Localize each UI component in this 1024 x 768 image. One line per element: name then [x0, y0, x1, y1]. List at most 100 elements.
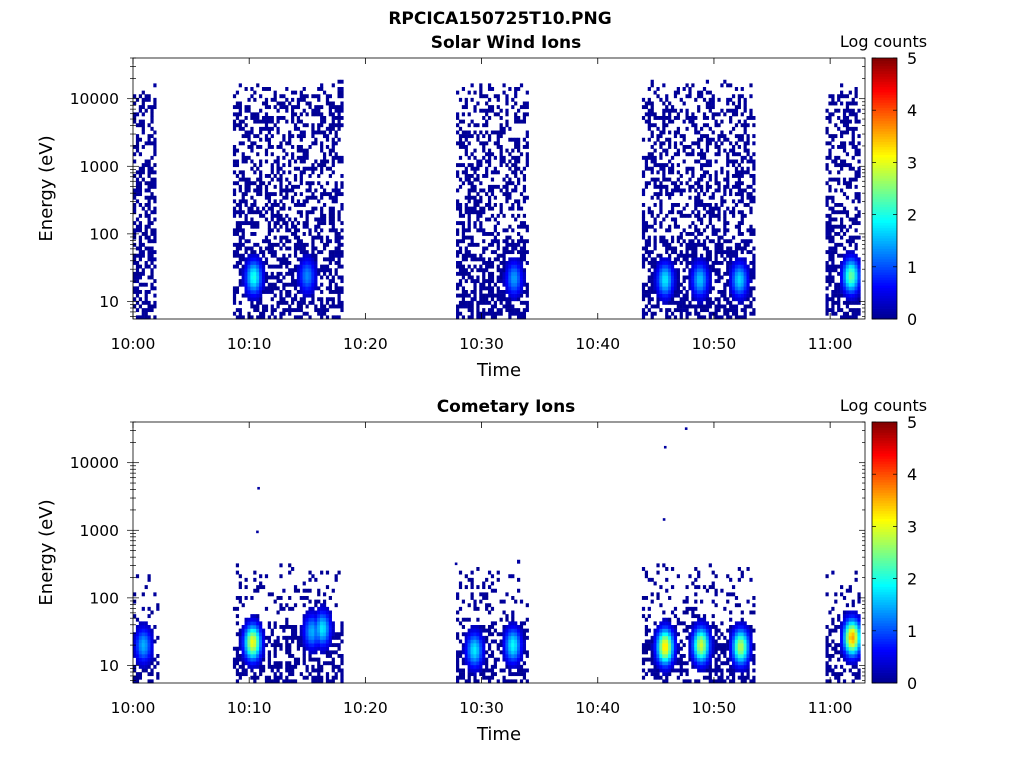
heatmap-cell [656, 275, 660, 280]
heatmap-cell [685, 250, 689, 255]
heatmap-cell [256, 116, 260, 120]
heatmap-cell [662, 141, 666, 146]
heatmap-cell [264, 126, 269, 131]
heatmap-cell [314, 112, 318, 117]
heatmap-cell [482, 300, 486, 305]
heatmap-cell [328, 614, 332, 619]
heatmap-cell [496, 286, 500, 291]
heatmap-cell [511, 188, 515, 193]
heatmap-cell [682, 279, 686, 284]
heatmap-cell [517, 239, 521, 244]
heatmap-cell [305, 221, 309, 226]
heatmap-cell [273, 315, 277, 320]
heatmap-cell [311, 108, 315, 113]
heatmap-cell [267, 192, 271, 197]
heatmap-cell [837, 210, 841, 215]
heatmap-cell [752, 275, 756, 280]
heatmap-cell [282, 134, 286, 139]
heatmap-cell [473, 639, 477, 644]
heatmap-cell [264, 134, 269, 139]
heatmap-cell [264, 286, 269, 291]
heatmap-cell [337, 213, 341, 218]
heatmap-cell [334, 250, 338, 255]
heatmap-cell [138, 643, 143, 648]
heatmap-cell [467, 199, 471, 204]
heatmap-cell [261, 213, 266, 218]
heatmap-cell [232, 210, 237, 215]
heatmap-cell [650, 271, 654, 276]
colorbar-band [872, 149, 897, 153]
heatmap-cell [842, 282, 847, 287]
heatmap-cell [144, 235, 148, 240]
heatmap-cell [743, 148, 747, 153]
heatmap-cell [256, 152, 260, 157]
heatmap-cell [311, 271, 315, 276]
heatmap-cell [461, 675, 466, 680]
heatmap-cell [261, 632, 266, 637]
heatmap-cell [752, 271, 756, 276]
heatmap-cell [737, 242, 741, 247]
heatmap-cell [320, 290, 324, 294]
heatmap-cell [679, 261, 683, 265]
heatmap-cell [723, 224, 727, 229]
heatmap-cell [485, 279, 489, 284]
colorbar-band [872, 165, 897, 169]
heatmap-cell [647, 275, 651, 280]
heatmap-cell [144, 264, 148, 269]
heatmap-cell [519, 290, 524, 294]
heatmap-cell [668, 228, 672, 233]
heatmap-cell [308, 261, 312, 265]
heatmap-cell [328, 617, 332, 622]
heatmap-cell [458, 134, 463, 139]
heatmap-cell [688, 242, 692, 247]
heatmap-cell [458, 119, 463, 124]
heatmap-cell [464, 170, 468, 175]
heatmap-cell [482, 145, 486, 149]
heatmap-cell [490, 632, 495, 637]
heatmap-cell [464, 293, 468, 298]
heatmap-cell [238, 184, 242, 189]
heatmap-cell [837, 108, 841, 113]
heatmap-cell [834, 264, 838, 269]
heatmap-cell [334, 108, 338, 113]
heatmap-cell [302, 275, 306, 280]
heatmap-cell [711, 268, 715, 273]
heatmap-cell [244, 577, 248, 582]
heatmap-cell [525, 300, 529, 305]
heatmap-cell [267, 141, 271, 146]
heatmap-cell [141, 592, 145, 597]
heatmap-cell [499, 145, 503, 149]
heatmap-cell [828, 152, 832, 157]
heatmap-cell [842, 275, 847, 280]
heatmap-cell [676, 148, 680, 153]
heatmap-cell [842, 108, 847, 113]
heatmap-cell [334, 603, 338, 608]
heatmap-cell [519, 279, 524, 284]
heatmap-cell [834, 203, 838, 207]
colorbar-band [872, 60, 897, 64]
heatmap-cell [150, 108, 154, 113]
heatmap-cell [662, 286, 666, 291]
heatmap-cell [470, 654, 474, 658]
heatmap-cell [726, 101, 730, 106]
heatmap-cell [317, 635, 321, 640]
heatmap-cell [490, 639, 495, 644]
heatmap-cell [740, 250, 744, 255]
heatmap-cell [340, 105, 344, 110]
heatmap-cell [282, 101, 286, 106]
heatmap-cell [740, 261, 744, 265]
heatmap-cell [848, 217, 852, 222]
heatmap-cell [311, 643, 315, 648]
heatmap-cell [702, 297, 707, 302]
heatmap-cell [694, 123, 698, 128]
heatmap-cell [470, 174, 474, 178]
heatmap-cell [717, 112, 721, 117]
heatmap-cell [493, 195, 497, 200]
heatmap-cell [679, 253, 683, 258]
heatmap-cell [328, 130, 332, 135]
heatmap-cell [273, 661, 277, 666]
heatmap-cell [276, 661, 280, 666]
heatmap-cell [487, 668, 492, 673]
heatmap-cell [299, 257, 303, 262]
heatmap-cell [296, 246, 301, 251]
